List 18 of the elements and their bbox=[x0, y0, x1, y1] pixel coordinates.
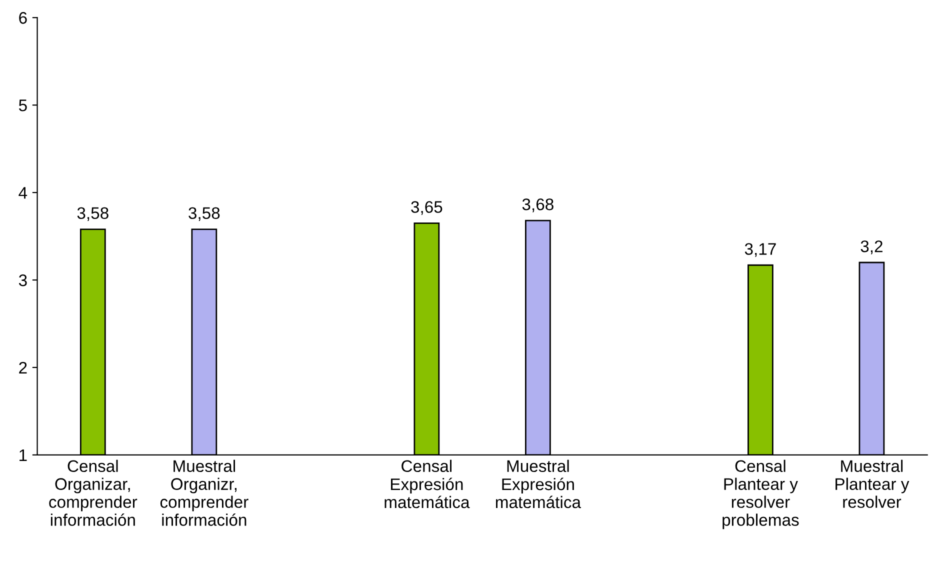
x-tick-label: Muestral Plantear y resolver bbox=[836, 460, 910, 508]
x-tick-label: Censal Expresión matemática bbox=[384, 460, 470, 508]
y-tick-label: 4 bbox=[18, 187, 28, 199]
y-tick-label: 3 bbox=[18, 274, 27, 286]
y-tick-label: 2 bbox=[19, 362, 27, 374]
x-tick-label: Muestral Organizr, comprender información bbox=[160, 460, 248, 526]
y-tick-label: 5 bbox=[18, 100, 27, 112]
data-label: 3,58 bbox=[77, 207, 108, 221]
x-tick-label: Censal Plantear y resolver problemas bbox=[722, 460, 799, 530]
x-tick-label: Muestral Expresión matemática bbox=[496, 460, 582, 508]
data-label: 3,17 bbox=[744, 243, 776, 257]
data-label: 3,2 bbox=[860, 240, 882, 254]
y-tick-label: 1 bbox=[20, 450, 27, 461]
data-label: 3,65 bbox=[411, 201, 442, 215]
x-tick-label: Censal Organizar, comprender información bbox=[49, 460, 138, 526]
data-label: 3,68 bbox=[522, 198, 554, 212]
data-label: 3,58 bbox=[188, 207, 220, 221]
y-tick-label: 6 bbox=[19, 12, 27, 24]
